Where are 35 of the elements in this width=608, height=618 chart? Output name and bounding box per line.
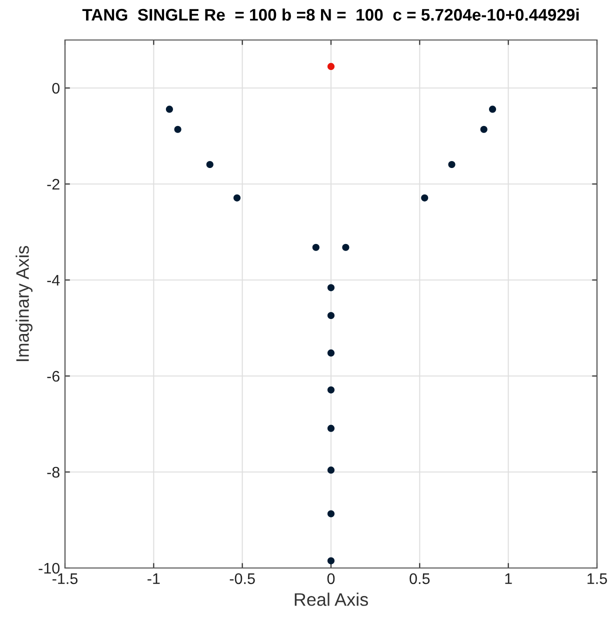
- point: [312, 244, 320, 251]
- chart-title: TANG SINGLE Re = 100 b =8 N = 100 c = 5.7204e-10+0.44929i: [82, 8, 579, 21]
- point: [327, 557, 335, 564]
- x-tick-label: 0.5: [410, 573, 430, 584]
- point: [489, 106, 496, 113]
- point: [327, 349, 335, 356]
- point: [206, 160, 214, 168]
- x-tick-label: -1.5: [52, 573, 78, 584]
- point: [342, 244, 350, 251]
- y-tick-label: 0: [52, 82, 60, 94]
- point: [448, 160, 456, 168]
- y-axis-title: Imaginary Axis: [16, 246, 33, 362]
- x-tick-label: 1: [505, 573, 512, 584]
- point: [166, 106, 173, 113]
- point: [327, 62, 335, 70]
- x-tick-label: -0.5: [230, 573, 255, 584]
- y-tick-label: -2: [47, 178, 60, 190]
- y-tick-label: -6: [47, 370, 60, 382]
- point: [327, 510, 335, 518]
- point: [327, 466, 335, 474]
- x-axis-title: Real Axis: [294, 592, 368, 606]
- point: [174, 126, 182, 133]
- x-tick-label: 1.5: [588, 573, 607, 584]
- x-tick-label: 0: [327, 573, 335, 584]
- point: [233, 194, 241, 202]
- point: [480, 126, 488, 133]
- point: [327, 284, 335, 292]
- y-tick-label: -10: [38, 562, 60, 574]
- x-tick-label: -1: [148, 573, 160, 584]
- y-tick-label: -8: [47, 466, 60, 478]
- point: [327, 312, 335, 320]
- y-tick-label: -4: [47, 275, 60, 286]
- point: [327, 424, 335, 432]
- point: [421, 194, 428, 202]
- point: [327, 386, 335, 394]
